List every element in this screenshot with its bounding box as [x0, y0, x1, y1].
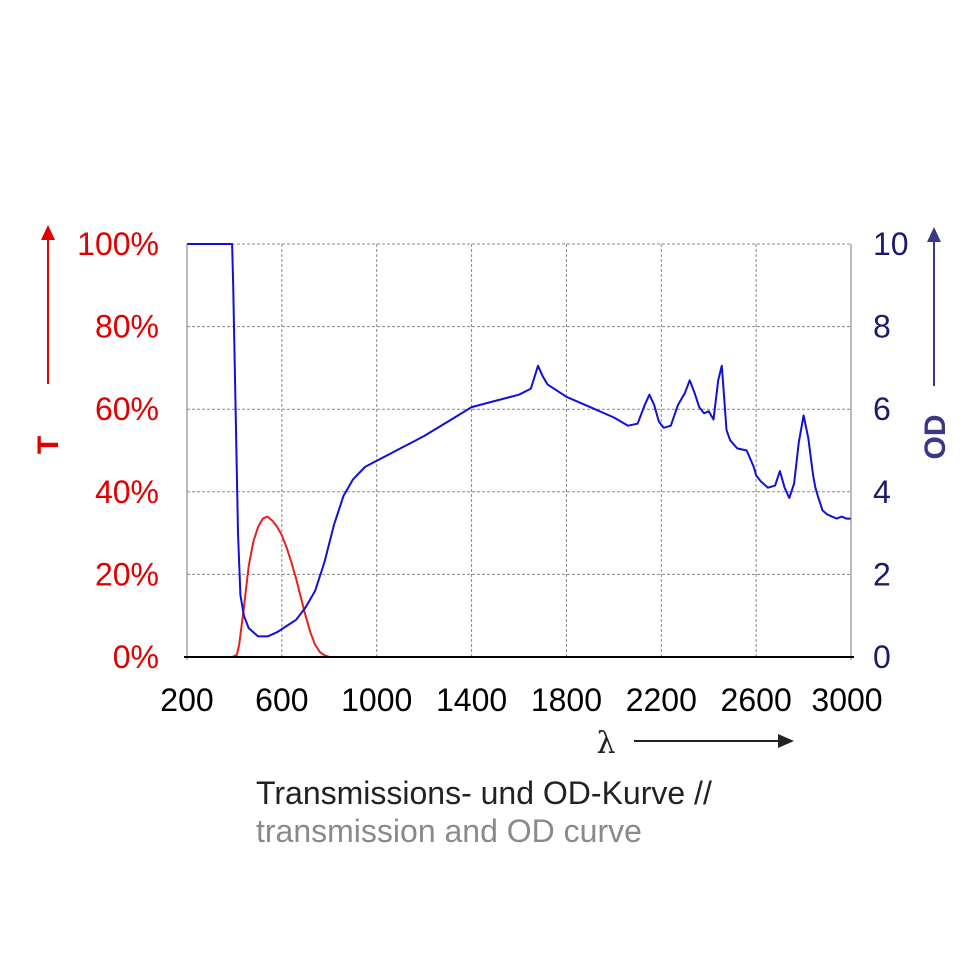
- y-left-tick-label: 100%: [77, 226, 159, 262]
- axes: [184, 244, 854, 660]
- y-left-arrowhead: [41, 225, 55, 240]
- y-right-axis-label: OD: [919, 415, 952, 460]
- x-tick-label: 600: [255, 682, 308, 718]
- x-axis-label: λ: [596, 726, 615, 761]
- y-right-tick-label: 10: [873, 226, 909, 262]
- y-right-tick-label: 6: [873, 391, 891, 427]
- caption-line-2: transmission and OD curve: [256, 813, 642, 849]
- y-right-tick-label: 8: [873, 309, 891, 345]
- x-tick-label: 1800: [531, 682, 602, 718]
- series-line-od: [187, 243, 851, 638]
- x-tick-label: 1400: [436, 682, 507, 718]
- grid: [187, 243, 852, 657]
- y-left-tick-label: 60%: [95, 391, 159, 427]
- y-right-arrowhead: [927, 227, 941, 242]
- y-left-axis-label: T: [32, 436, 65, 454]
- y-left-tick-label: 40%: [95, 474, 159, 510]
- series-line-t: [187, 515, 851, 658]
- y-right-tick-label: 0: [873, 639, 891, 675]
- x-tick-label: 3000: [811, 682, 882, 718]
- x-tick-label: 200: [160, 682, 213, 718]
- x-tick-label: 2200: [626, 682, 697, 718]
- series-group: [187, 243, 851, 658]
- tick-labels: 0% 20% 40% 60% 80% 100% 0 2 4 6 8 10 200 600 1000 1400 1…: [77, 226, 908, 718]
- y-right-tick-label: 4: [873, 474, 891, 510]
- y-right-tick-label: 2: [873, 556, 891, 592]
- x-tick-label: 1000: [341, 682, 412, 718]
- y-left-tick-label: 0%: [113, 639, 159, 675]
- y-left-tick-label: 80%: [95, 309, 159, 345]
- caption-line-1: Transmissions- und OD-Kurve //: [256, 775, 712, 811]
- x-tick-label: 2600: [721, 682, 792, 718]
- x-arrowhead: [778, 734, 794, 748]
- y-left-tick-label: 20%: [95, 556, 159, 592]
